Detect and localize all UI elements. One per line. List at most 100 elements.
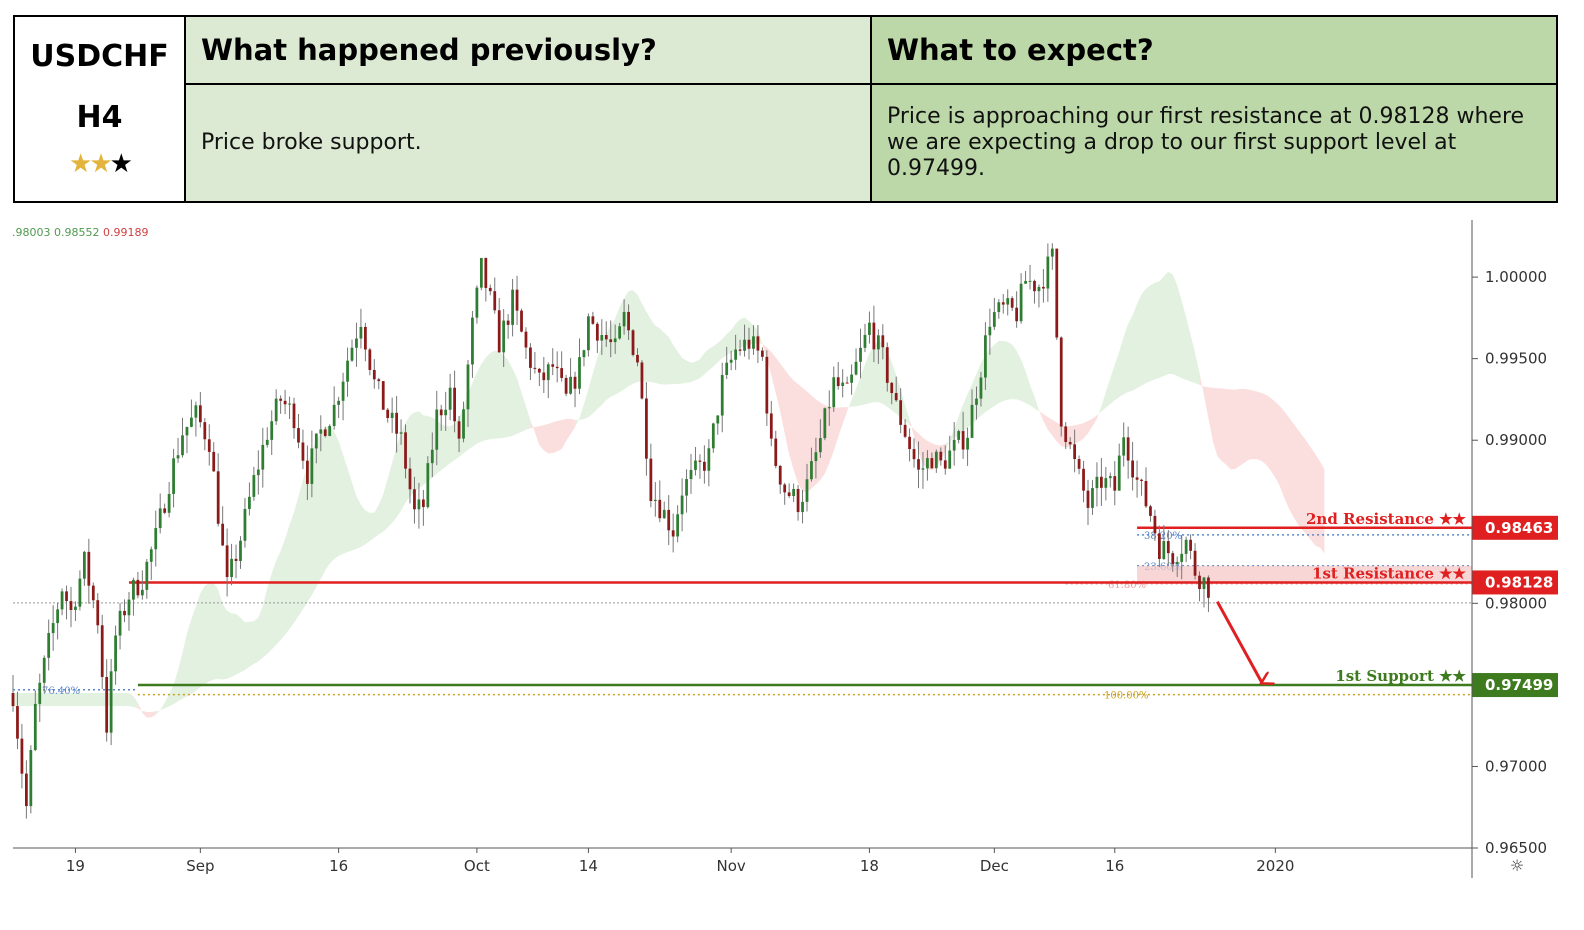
candle-body [515,289,519,311]
candle-body [417,499,421,510]
candle-body [569,376,572,394]
candle-body [381,381,385,410]
legend-value-1: .98003 [12,226,51,239]
candle-body [769,413,773,439]
candle-body [207,439,211,452]
previous-text-cell: Price broke support. [184,83,872,203]
cloud-segment [1096,271,1200,419]
candle-body [261,444,265,470]
candle-body [301,442,305,461]
candle-body [1126,437,1130,461]
fib-level-label: 38.20% [1144,531,1182,542]
cloud-segment [762,343,848,493]
previous-title-cell: What happened previously? [184,15,872,85]
candle-body [1082,468,1085,491]
candle-body [1055,248,1059,338]
candle-body [1037,286,1041,292]
candle-body [1100,476,1103,488]
candle-body [894,393,898,401]
candle-body [395,412,398,434]
candle-body [163,508,167,513]
time-tick-label: Oct [464,857,490,875]
legend-value-3: 0.99189 [103,226,149,239]
candle-body [836,377,840,387]
candle-body [123,610,126,616]
first-resistance-price-tag [1472,570,1558,595]
candle-body [564,377,568,394]
time-tick-label: 14 [579,857,598,875]
candle-body [368,349,372,370]
candle-body [1198,575,1201,590]
candle-body [1117,455,1121,491]
candle-body [234,558,238,561]
candle-body [787,492,791,497]
previous-text: Price broke support. [201,130,422,155]
candle-body [685,479,688,496]
candle-body [1166,541,1170,554]
candle-body [524,331,528,348]
candle-body [448,387,452,410]
candle-body [1033,280,1036,292]
indicator-legend: .98003 0.98552 0.99189 [12,226,149,239]
candle-body [1149,506,1152,516]
candle-body [676,514,680,537]
candle-body [511,289,514,325]
candle-body [881,335,885,348]
candle-body [20,738,24,774]
candle-body [453,387,456,422]
candle-body [100,625,104,678]
time-tick-label: Nov [717,857,746,875]
candle-body [136,579,140,596]
settings-icon[interactable]: ☼ [1510,856,1524,875]
candle-body [595,323,599,341]
candle-body [680,495,684,515]
candle-body [314,433,318,449]
first-support-price-value: 0.97499 [1485,676,1553,694]
candle-body [493,291,497,311]
candle-body [145,561,149,590]
candle-body [716,415,720,424]
candle-body [399,432,403,434]
candle-body [185,426,189,436]
candle-body [948,450,952,469]
candle-body [355,338,358,348]
candle-body [765,356,769,414]
candle-body [502,320,506,353]
timeframe-label: H4 [76,100,123,135]
star-filled-icon: ★ [89,149,112,179]
cloud-segment [1199,373,1325,554]
candle-body [653,499,657,502]
expect-title-cell: What to expect? [870,15,1558,85]
candle-body [74,606,77,610]
candle-body [319,429,323,434]
legend-value-2: 0.98552 [54,226,100,239]
candle-body [868,322,871,335]
candle-body [1050,248,1054,257]
candle-body [1122,437,1126,456]
first-resistance-price-value: 0.98128 [1485,573,1553,591]
candle-body [631,330,635,355]
candle-body [105,677,109,733]
candle-body [622,311,626,327]
candle-body [627,311,630,331]
annotations [1216,600,1262,683]
cloud-segment [575,290,763,428]
candle-body [810,461,813,480]
candle-body [667,509,671,531]
candle-body [832,377,836,408]
candle-body [328,425,332,436]
candle-body [546,364,550,381]
candle-body [274,398,278,422]
candle-body [1104,478,1108,488]
candle-body [1175,561,1179,564]
candle-body [1140,479,1143,481]
candle-body [158,508,162,529]
candle-body [332,404,336,426]
price-chart[interactable]: 38.20%23.60%61.80%76.40%100.00%2nd Resis… [0,205,1584,885]
candle-body [346,360,349,382]
candle-body [720,374,724,416]
candle-body [966,437,969,450]
candle-body [479,257,483,288]
candle-body [506,320,510,325]
candle-body [270,421,274,440]
